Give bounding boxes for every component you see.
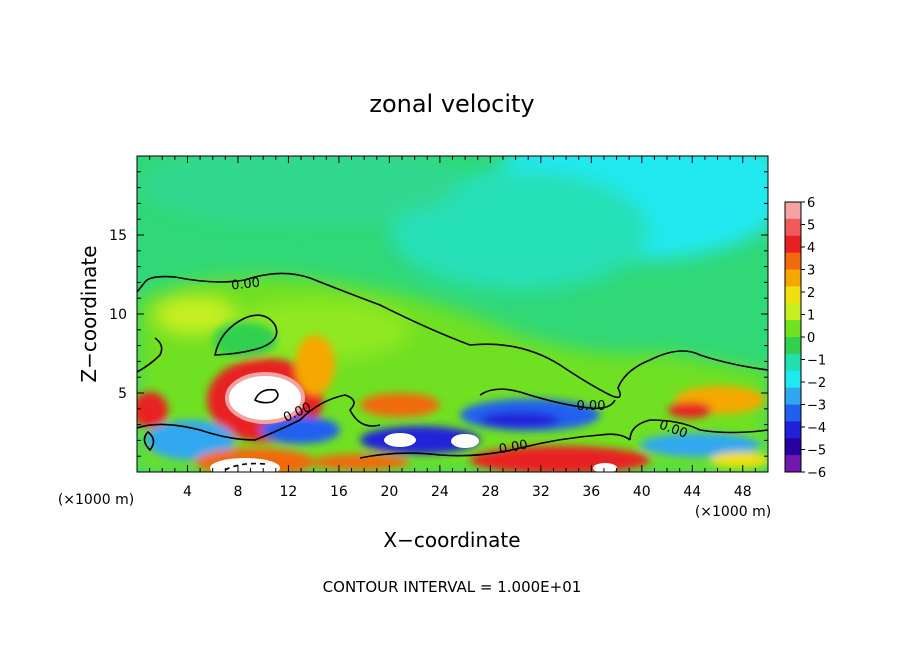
x-tick-label: 48 [734,484,752,500]
colorbar-label: −4 [807,421,826,436]
colorbar-label: 1 [807,309,815,324]
plot-area [137,156,768,472]
x-tick-label: 44 [683,484,701,500]
colorbar-swatch [785,286,801,304]
x-axis: 4 8 12 16 20 24 28 32 36 40 44 48 [149,156,756,500]
x-tick-label: 16 [330,484,348,500]
x-tick-label: 24 [431,484,449,500]
colorbar-label: 3 [807,264,815,279]
colorbar-label: 6 [807,196,815,211]
contour-interval-note: CONTOUR INTERVAL = 1.000E+01 [323,578,582,596]
colorbar-label: 5 [807,219,815,234]
y-tick-label: 10 [109,307,127,323]
x-tick-label: 32 [532,484,550,500]
colorbar-swatch [785,269,801,287]
colorbar-label: −3 [807,399,826,414]
colorbar-label: −6 [807,466,826,481]
x-tick-label: 28 [481,484,499,500]
colorbar-label: 0 [807,331,815,346]
colorbar-label: 2 [807,286,815,301]
colorbar-label: −2 [807,376,826,391]
chart-title: zonal velocity [369,90,534,118]
colorbar-swatch [785,353,801,372]
colorbar-swatch [785,337,801,355]
x-unit-left: (×1000 m) [58,492,134,508]
x-tick-label: 8 [233,484,242,500]
colorbar-swatch [785,252,801,270]
x-tick-label: 4 [183,484,192,500]
contour-label: 0.00 [498,438,529,458]
colorbar-swatch [785,370,801,389]
colorbar-swatch [785,438,801,456]
y-tick-label: 15 [109,228,127,244]
contour-label: 0.00 [577,399,606,414]
x-unit-right: (×1000 m) [695,504,771,520]
colorbar: 6 5 4 3 2 1 0 −1 −2 −3 −4 −5 −6 [784,196,826,481]
colorbar-swatch [785,421,801,439]
colorbar-label: 4 [807,241,815,256]
x-axis-label: X−coordinate [383,528,520,552]
y-tick-label: 5 [118,386,127,402]
field-detail-layer [137,322,768,472]
x-tick-label: 12 [280,484,298,500]
x-tick-label: 36 [582,484,600,500]
colorbar-swatch [785,218,801,237]
y-axis-label: Z−coordinate [77,245,101,382]
colorbar-label: −5 [807,444,826,459]
colorbar-swatch [785,303,801,321]
x-tick-label: 40 [633,484,651,500]
colorbar-swatch [785,404,801,422]
colorbar-swatch [785,387,801,405]
colorbar-swatch [785,455,801,473]
colorbar-label: −1 [807,354,826,369]
contour-label: 0.00 [230,276,260,294]
colorbar-swatch [785,235,801,254]
colorbar-swatch [785,320,801,338]
x-tick-label: 20 [380,484,398,500]
contour-lines [137,272,768,471]
y-axis: 5 10 15 [109,171,768,457]
colorbar-swatch [785,202,801,220]
